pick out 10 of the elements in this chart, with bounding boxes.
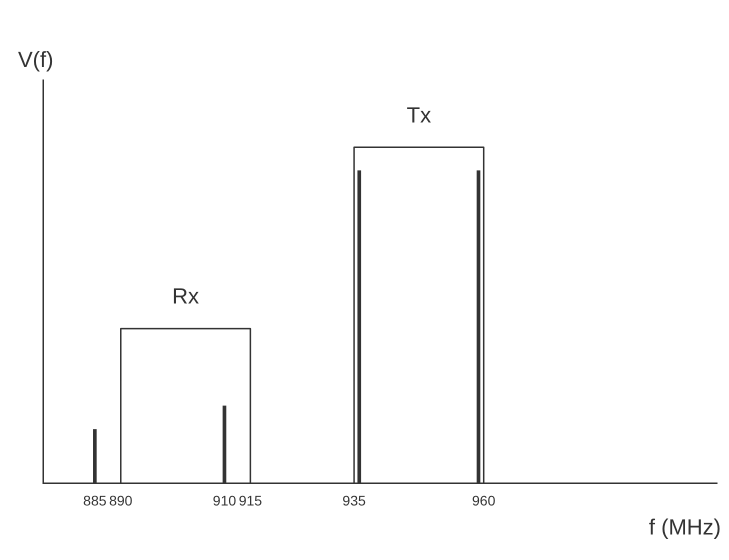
y-axis-title: V(f) — [18, 47, 54, 72]
x-tick-label: 960 — [472, 492, 496, 508]
x-tick-label: 885 — [83, 492, 107, 508]
x-tick-label: 910 — [212, 492, 236, 508]
x-tick-label: 935 — [342, 492, 366, 508]
x-tick-label: 890 — [109, 492, 133, 508]
series-label: Rx — [172, 284, 200, 309]
series-label: Tx — [406, 102, 432, 128]
x-tick-label: 915 — [238, 492, 262, 508]
x-axis-title: f (MHz) — [648, 514, 721, 540]
